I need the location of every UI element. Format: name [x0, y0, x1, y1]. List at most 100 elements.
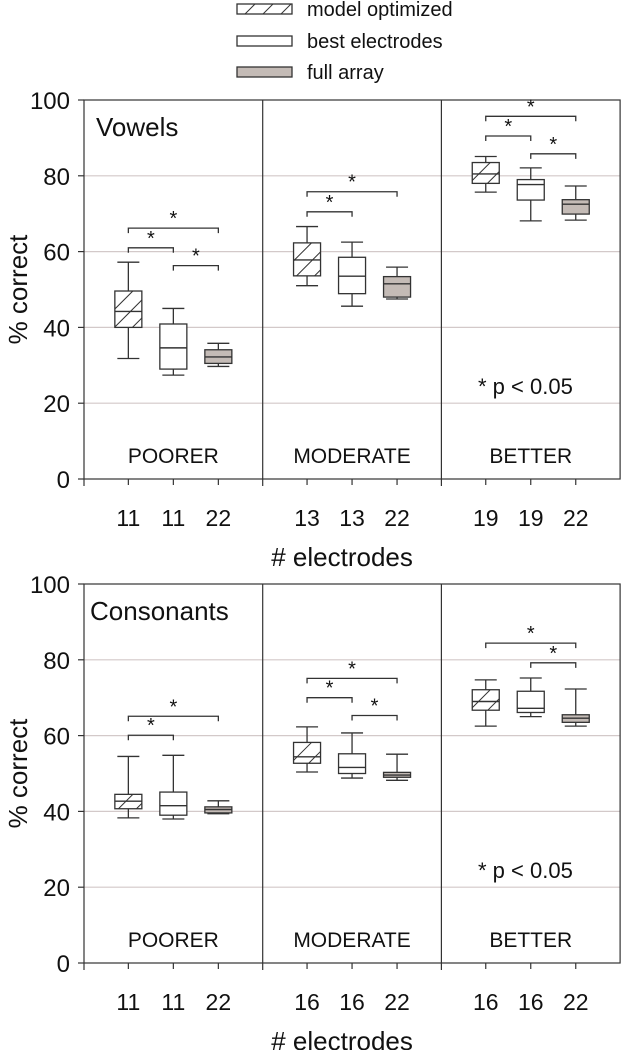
- electrode-count-label: 11: [161, 505, 185, 531]
- box-full-array: [561, 688, 590, 727]
- significance-bracket: *: [306, 192, 353, 217]
- bracket-line: [485, 115, 577, 122]
- box-body: [159, 323, 188, 370]
- bracket-line: [306, 211, 353, 217]
- box-model-optimized: [114, 261, 143, 360]
- electrode-count-label: 22: [206, 505, 232, 531]
- legend-label: model optimized: [307, 0, 453, 21]
- significance-note: * p < 0.05: [478, 374, 573, 399]
- hatch-line: [293, 242, 312, 262]
- box-full-array: [204, 800, 233, 815]
- box-body: [159, 791, 188, 816]
- y-tick-label: 20: [43, 875, 70, 902]
- group-poorer: POORER 11 11 22 * * *: [83, 208, 233, 531]
- significance-star: *: [549, 134, 557, 156]
- hatch-line: [296, 251, 321, 277]
- bracket-line: [306, 697, 353, 703]
- box-best-electrodes: [516, 167, 545, 222]
- significance-bracket: *: [306, 678, 353, 703]
- electrode-count-label: 16: [518, 989, 544, 1015]
- electrode-count-label: 11: [161, 989, 185, 1015]
- hatch-line: [487, 698, 500, 711]
- significance-bracket: *: [530, 134, 577, 159]
- group-better: BETTER 16 16 22 * *: [440, 623, 590, 1015]
- box-full-array: [561, 185, 590, 221]
- significance-star: *: [348, 658, 356, 680]
- group-label: BETTER: [489, 445, 572, 468]
- significance-star: *: [549, 643, 557, 665]
- hatch-line: [314, 269, 321, 277]
- electrode-count-label: 13: [294, 505, 320, 531]
- electrode-count-label: 22: [384, 505, 410, 531]
- hatch-line: [114, 299, 143, 328]
- electrode-count-label: 22: [563, 989, 589, 1015]
- electrode-count-label: 16: [473, 989, 499, 1015]
- box-body: [516, 178, 545, 201]
- bracket-line: [485, 135, 532, 142]
- electrode-count-label: 13: [339, 505, 365, 531]
- hatch-line: [280, 3, 292, 15]
- bracket-line: [127, 227, 219, 234]
- significance-bracket: *: [485, 96, 577, 122]
- legend-label: full array: [307, 62, 384, 84]
- electrode-count-label: 16: [339, 989, 365, 1015]
- bracket-line: [306, 677, 398, 684]
- box-best-electrodes: [516, 677, 545, 718]
- bracket-line: [127, 715, 219, 722]
- significance-star: *: [348, 172, 356, 194]
- box-body: [337, 753, 367, 775]
- legend-swatch-hatched: [236, 3, 293, 15]
- box-body: [292, 741, 322, 764]
- hatch-line: [132, 317, 143, 328]
- hatch-line: [114, 290, 134, 310]
- significance-note: * p < 0.05: [478, 858, 573, 883]
- box-model-optimized: [471, 679, 500, 727]
- significance-star: *: [371, 696, 379, 718]
- significance-star: *: [192, 246, 200, 268]
- group-label: MODERATE: [293, 929, 410, 952]
- significance-star: *: [169, 208, 177, 230]
- hatch-line: [471, 689, 491, 709]
- panel-title: Consonants: [90, 596, 229, 626]
- box-full-array: [204, 342, 233, 368]
- legend-item: full array: [236, 62, 384, 84]
- significance-star: *: [326, 192, 334, 214]
- electrode-count-label: 16: [294, 989, 320, 1015]
- box-body: [114, 290, 143, 329]
- y-tick-label: 20: [43, 391, 70, 418]
- box-body: [382, 275, 412, 298]
- box-best-electrodes: [337, 241, 367, 307]
- box-best-electrodes: [337, 732, 367, 779]
- bracket-line: [530, 153, 577, 159]
- significance-star: *: [527, 623, 535, 645]
- electrode-count-label: 11: [116, 505, 140, 531]
- x-axis-label: # electrodes: [271, 1026, 413, 1050]
- y-axis-label: % correct: [3, 234, 33, 345]
- electrode-count-label: 22: [384, 989, 410, 1015]
- box-full-array: [382, 266, 412, 300]
- bracket-line: [306, 191, 398, 197]
- significance-bracket: *: [485, 623, 577, 649]
- significance-star: *: [169, 696, 177, 718]
- bracket-line: [351, 714, 398, 721]
- box-full-array: [382, 753, 412, 781]
- hatch-line: [244, 3, 256, 15]
- bracket-line: [127, 247, 174, 253]
- legend: model optimized best electrodes full array: [236, 0, 453, 84]
- group-moderate: MODERATE 13 13 22 * *: [262, 172, 412, 531]
- box-body: [516, 690, 545, 714]
- group-label: POORER: [128, 445, 219, 468]
- group-moderate: MODERATE 16 16 22 * * *: [262, 658, 412, 1015]
- electrode-count-label: 22: [206, 989, 232, 1015]
- y-tick-label: 0: [57, 951, 70, 978]
- panel-title: Vowels: [96, 112, 178, 142]
- y-tick-label: 80: [43, 648, 70, 675]
- group-poorer: POORER 11 11 22 * *: [83, 696, 233, 1015]
- electrode-count-label: 19: [473, 505, 499, 531]
- bracket-line: [530, 662, 577, 668]
- box-model-optimized: [292, 726, 322, 773]
- bracket-line: [172, 264, 219, 271]
- y-tick-label: 60: [43, 724, 70, 751]
- significance-bracket: *: [485, 116, 532, 142]
